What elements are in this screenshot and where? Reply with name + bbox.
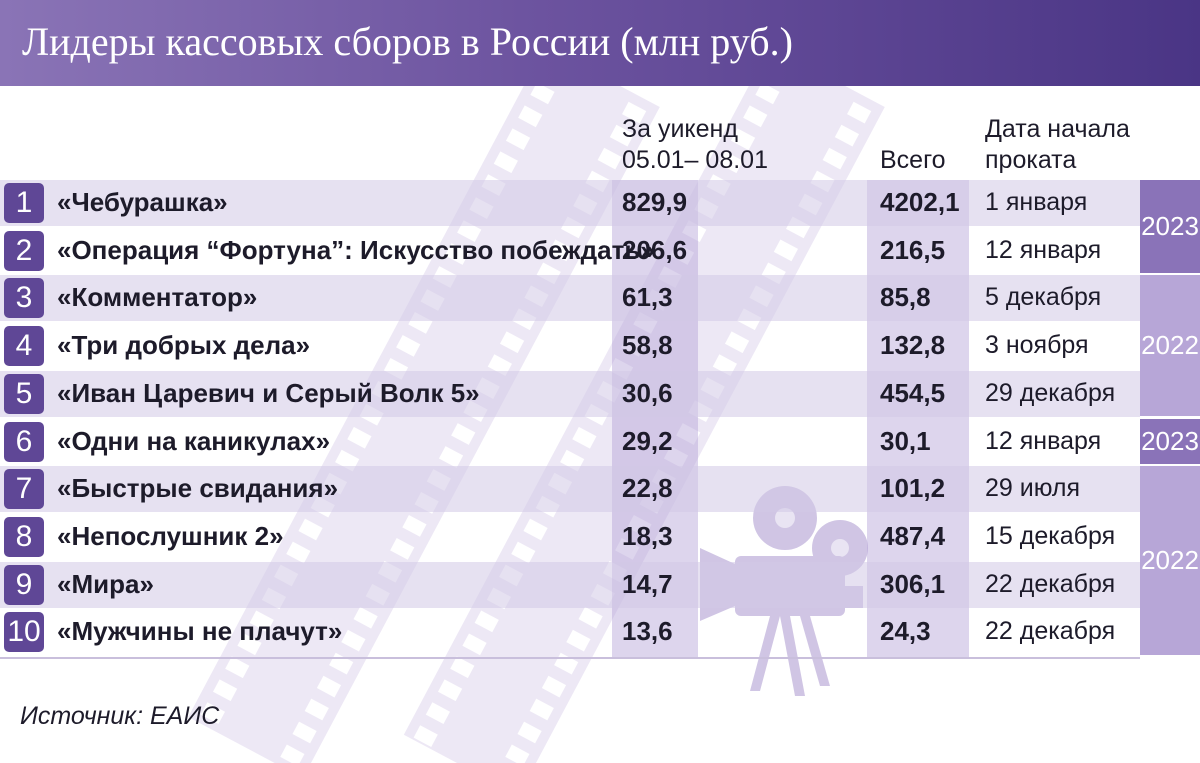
- release-date: 12 января: [985, 426, 1102, 455]
- rank-badge: 7: [4, 469, 44, 510]
- film-title: «Одни на каникулах»: [57, 425, 331, 456]
- year-group-label: 2022: [1140, 275, 1200, 417]
- release-date: 22 декабря: [985, 617, 1116, 646]
- weekend-gross: 829,9: [622, 187, 688, 217]
- total-gross: 306,1: [880, 568, 946, 599]
- weekend-gross: 206,6: [622, 234, 688, 265]
- source-note: Источник: ЕАИС: [20, 702, 220, 730]
- rank-badge: 6: [4, 421, 44, 462]
- release-date: 5 декабря: [985, 283, 1102, 312]
- rank-badge: 5: [4, 373, 44, 414]
- weekend-gross: 61,3: [622, 282, 673, 313]
- header-weekend: За уикенд 05.01– 08.01: [622, 115, 768, 174]
- year-group-label: 2023: [1140, 180, 1200, 274]
- total-gross: 454,5: [880, 377, 946, 408]
- film-title: «Мужчины не плачут»: [57, 616, 343, 647]
- total-gross: 85,8: [880, 282, 931, 313]
- film-title: «Непослушник 2»: [57, 520, 284, 551]
- table-row: [0, 180, 1140, 226]
- rank-badge: 1: [4, 183, 44, 223]
- rank-badge: 4: [4, 326, 44, 367]
- rank-badge: 2: [4, 230, 44, 271]
- total-gross: 487,4: [880, 520, 946, 551]
- film-title: «Иван Царевич и Серый Волк 5»: [57, 377, 480, 408]
- weekend-gross: 14,7: [622, 568, 673, 599]
- rank-badge: 8: [4, 516, 44, 557]
- total-gross: 30,1: [880, 425, 931, 456]
- release-date: 1 января: [985, 188, 1088, 216]
- year-group-label: 2023: [1140, 418, 1200, 465]
- year-group-label: 2022: [1140, 466, 1200, 655]
- total-gross: 132,8: [880, 330, 946, 361]
- weekend-gross: 30,6: [622, 377, 673, 408]
- total-gross: 216,5: [880, 234, 946, 265]
- weekend-gross: 18,3: [622, 520, 673, 551]
- release-date: 29 июля: [985, 474, 1081, 503]
- title-bar: [0, 0, 1200, 86]
- film-title: «Комментатор»: [57, 282, 258, 313]
- rank-badge: 9: [4, 564, 44, 605]
- release-date: 12 января: [985, 235, 1102, 264]
- chart-title: Лидеры кассовых сборов в России (млн руб…: [22, 19, 793, 64]
- film-title: «Операция “Фортуна”: Искусство побеждать…: [57, 234, 655, 265]
- table-row: [0, 370, 1140, 417]
- release-date: 29 декабря: [985, 378, 1116, 407]
- total-gross: 24,3: [880, 616, 931, 647]
- weekend-gross: 29,2: [622, 425, 673, 456]
- rank-badge: 10: [4, 612, 44, 653]
- total-gross: 101,2: [880, 473, 946, 504]
- table-row: [0, 466, 1140, 513]
- film-title: «Чебурашка»: [57, 187, 228, 217]
- table-row: [0, 561, 1140, 608]
- release-date: 3 ноября: [985, 331, 1089, 360]
- film-title: «Быстрые свидания»: [57, 473, 339, 504]
- weekend-gross: 22,8: [622, 473, 673, 504]
- weekend-gross: 58,8: [622, 330, 673, 361]
- release-date: 22 декабря: [985, 569, 1116, 598]
- table-bottom-rule: [0, 657, 1140, 659]
- rank-badge: 3: [4, 278, 44, 319]
- header-total: Всего: [880, 146, 946, 174]
- weekend-gross: 13,6: [622, 616, 673, 647]
- total-gross: 4202,1: [880, 187, 960, 217]
- release-date: 15 декабря: [985, 521, 1116, 550]
- table-row: [0, 275, 1140, 322]
- header-release-date: Дата начала проката: [985, 115, 1130, 174]
- film-title: «Мира»: [57, 568, 154, 599]
- film-title: «Три добрых дела»: [57, 330, 311, 361]
